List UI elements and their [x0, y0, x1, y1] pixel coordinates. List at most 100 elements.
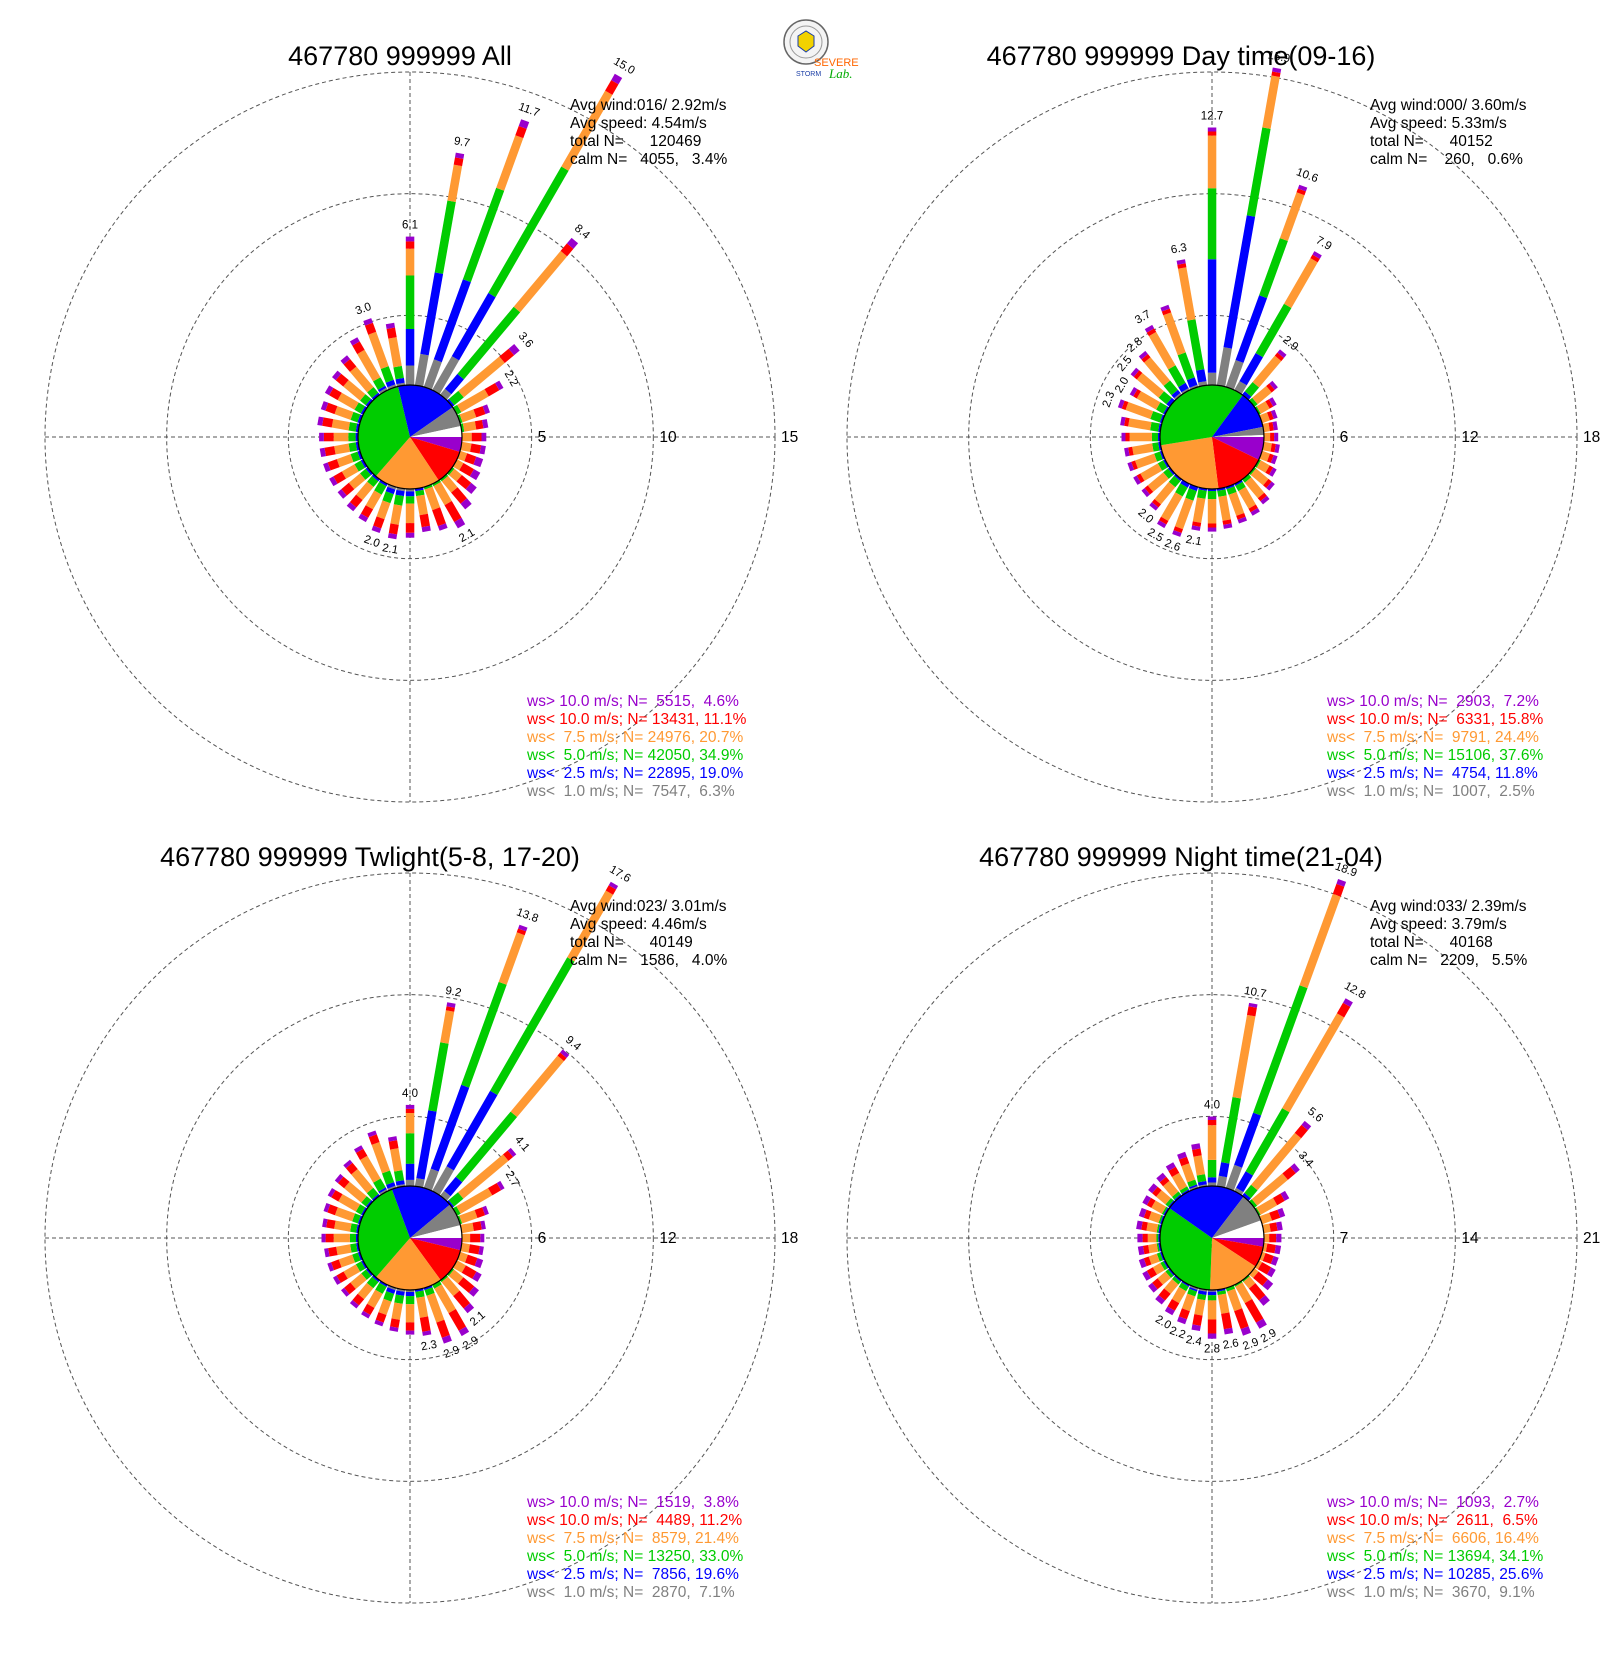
bar-segment	[1256, 460, 1270, 473]
bar-segment	[1207, 1333, 1217, 1339]
bar-segment	[393, 365, 404, 380]
bar-segment	[481, 432, 487, 442]
bar-segment	[390, 504, 403, 525]
bar-segment	[421, 525, 431, 533]
bar-segment	[455, 1111, 518, 1183]
bar-segment	[434, 1284, 456, 1314]
bar-segment	[1290, 1163, 1300, 1174]
pie-slice	[357, 1189, 410, 1278]
bar-segment	[1216, 347, 1232, 387]
bar-segment	[340, 355, 351, 365]
bar-segment	[432, 479, 441, 487]
bar-segment	[1136, 391, 1161, 410]
bar-segment	[391, 1302, 403, 1320]
bar-segment	[1262, 1223, 1271, 1234]
bar-segment	[1187, 319, 1205, 371]
bar-segment	[432, 507, 446, 527]
pie-slice	[1212, 395, 1264, 437]
bar-segment	[459, 463, 474, 477]
bar-total-label: 2.0	[1113, 375, 1131, 395]
bar-segment	[1274, 432, 1279, 442]
bar-segment	[373, 1178, 386, 1192]
logo-text-lab: Lab.	[828, 66, 852, 81]
ring-label: 21	[1583, 1230, 1600, 1247]
bar-total-label: 11.7	[517, 101, 541, 120]
bar-segment	[385, 379, 396, 388]
bar-segment	[1132, 443, 1154, 456]
bar-segment	[1150, 411, 1163, 423]
bar-segment	[1217, 1293, 1230, 1314]
bar-segment	[458, 1154, 509, 1199]
ring-label: 12	[659, 1230, 676, 1247]
bar-segment	[452, 1260, 466, 1273]
bar-segment	[405, 491, 415, 497]
ring-label: 6	[538, 1230, 547, 1247]
bar-segment	[336, 1271, 348, 1283]
bar-segment	[474, 1258, 484, 1269]
bar-segment	[453, 157, 464, 167]
bar-segment	[1174, 1275, 1182, 1282]
pie-slice	[1212, 1196, 1261, 1238]
stats-block: Avg wind:023/ 3.01m/s Avg speed: 4.46m/s…	[570, 898, 727, 969]
bar-segment	[423, 484, 433, 490]
bar-segment	[1269, 1233, 1277, 1243]
bar-total-label: 10.7	[1243, 985, 1267, 1001]
bar-total-label: 10.6	[1295, 166, 1320, 185]
bar-segment	[327, 1262, 334, 1272]
logo-text-bottom: STORM	[796, 71, 821, 78]
bar-segment	[343, 359, 357, 372]
bar-segment	[321, 1233, 326, 1243]
bar-segment	[480, 1233, 485, 1243]
bar-segment	[452, 404, 462, 415]
bar-segment	[1152, 1278, 1163, 1290]
bar-segment	[1249, 1199, 1258, 1208]
calm-n-text: calm N= 1586, 4.0%	[570, 952, 727, 969]
bar-total-label: 2.9	[461, 1334, 481, 1352]
bar-segment	[1174, 392, 1182, 400]
bar-segment	[1154, 481, 1176, 505]
bar-segment	[1234, 1308, 1249, 1330]
bar-segment	[1135, 453, 1157, 469]
bar-segment	[1221, 1097, 1241, 1164]
bar-segment	[605, 885, 617, 895]
bar-segment	[1167, 467, 1175, 475]
bar-segment	[1141, 354, 1151, 363]
bar-segment	[422, 1330, 432, 1336]
bar-segment	[440, 1190, 451, 1201]
bar-segment	[1172, 530, 1182, 537]
bar-segment	[343, 1159, 353, 1169]
bar-segment	[447, 164, 463, 202]
bar-segment	[1332, 883, 1345, 897]
bar-segment	[1222, 519, 1232, 525]
bar-total-label: 2.2	[1168, 1325, 1187, 1342]
bar-segment	[1161, 308, 1172, 316]
bar-segment	[1245, 1108, 1290, 1176]
bar-segment	[462, 432, 472, 442]
logo-text-top: SEVERE	[814, 57, 859, 69]
bar-segment	[1192, 1314, 1203, 1326]
bar-segment	[385, 322, 395, 329]
bar-segment	[1189, 1285, 1199, 1290]
bar-segment	[444, 501, 462, 523]
bar-segment	[447, 398, 455, 407]
bar-segment	[518, 119, 530, 129]
bar-segment	[1181, 1280, 1190, 1287]
bar-segment	[334, 443, 350, 455]
bar-segment	[358, 513, 369, 523]
total-n-text: total N= 40152	[1370, 133, 1493, 150]
bar-segment	[1142, 1233, 1148, 1243]
bar-segment	[405, 1292, 415, 1297]
calm-n-text: calm N= 4055, 3.4%	[570, 151, 727, 168]
bar-segment	[357, 414, 363, 424]
bar-segment	[1272, 67, 1282, 73]
bar-total-label: 2.3	[420, 1339, 438, 1354]
ring-label: 10	[659, 429, 677, 446]
bar-segment	[1228, 492, 1245, 516]
pie-slice	[375, 437, 439, 489]
bar-segment	[1156, 1243, 1160, 1252]
bar-segment	[416, 1110, 437, 1180]
bar-segment	[495, 380, 504, 391]
bar-total-label: 2.1	[468, 1309, 488, 1328]
bar-segment	[441, 1276, 460, 1297]
pie-slice	[1212, 437, 1259, 489]
